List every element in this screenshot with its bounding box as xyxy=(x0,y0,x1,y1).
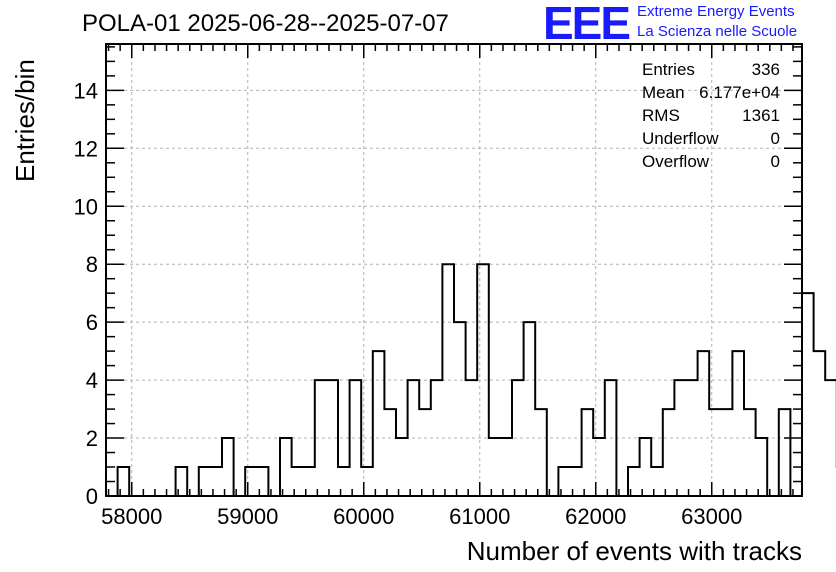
stats-key: RMS xyxy=(642,106,680,125)
stats-row-entries: Entries 336 xyxy=(642,58,780,81)
logo-line-2: La Scienza nelle Scuole xyxy=(637,23,798,40)
y-tick-label: 0 xyxy=(86,484,98,509)
stats-row-overflow: Overflow 0 xyxy=(642,150,780,173)
stats-box: Entries 336 Mean 6.177e+04 RMS 1361 Underfl… xyxy=(642,58,780,173)
histogram-line xyxy=(106,263,836,497)
stats-row-rms: RMS 1361 xyxy=(642,104,780,127)
stats-value: 1361 xyxy=(742,106,780,125)
x-tick-label: 58000 xyxy=(101,504,162,529)
x-tick-label: 61000 xyxy=(449,504,510,529)
logo-line-1: Extreme Energy Events xyxy=(637,3,795,20)
stats-value: 6.177e+04 xyxy=(699,83,780,102)
stats-key: Underflow xyxy=(642,129,719,148)
stats-value: 0 xyxy=(770,129,780,148)
x-axis-label: Number of events with tracks xyxy=(466,536,802,566)
chart-title: POLA-01 2025-06-28--2025-07-07 xyxy=(82,10,449,37)
x-tick-label: 60000 xyxy=(333,504,394,529)
eee-logo: EEE xyxy=(543,0,631,49)
y-axis-label: Entries/bin xyxy=(10,59,40,182)
x-tick-label: 59000 xyxy=(217,504,278,529)
y-tick-label: 12 xyxy=(74,136,98,161)
stats-key: Overflow xyxy=(642,152,710,171)
y-tick-label: 2 xyxy=(86,426,98,451)
y-tick-label: 10 xyxy=(74,194,98,219)
y-tick-label: 4 xyxy=(86,368,98,393)
y-tick-label: 6 xyxy=(86,310,98,335)
stats-row-mean: Mean 6.177e+04 xyxy=(642,81,780,104)
stats-value: 336 xyxy=(751,60,780,79)
x-tick-label: 63000 xyxy=(681,504,742,529)
y-tick-label: 14 xyxy=(74,78,98,103)
stats-row-underflow: Underflow 0 xyxy=(642,127,780,150)
y-tick-label: 8 xyxy=(86,252,98,277)
x-tick-label: 62000 xyxy=(565,504,626,529)
plot-frame xyxy=(105,43,803,497)
stats-value: 0 xyxy=(770,152,780,171)
stats-key: Mean xyxy=(642,83,685,102)
logo-caption: Extreme Energy Events La Scienza nelle S… xyxy=(637,2,797,42)
stats-key: Entries xyxy=(642,60,695,79)
